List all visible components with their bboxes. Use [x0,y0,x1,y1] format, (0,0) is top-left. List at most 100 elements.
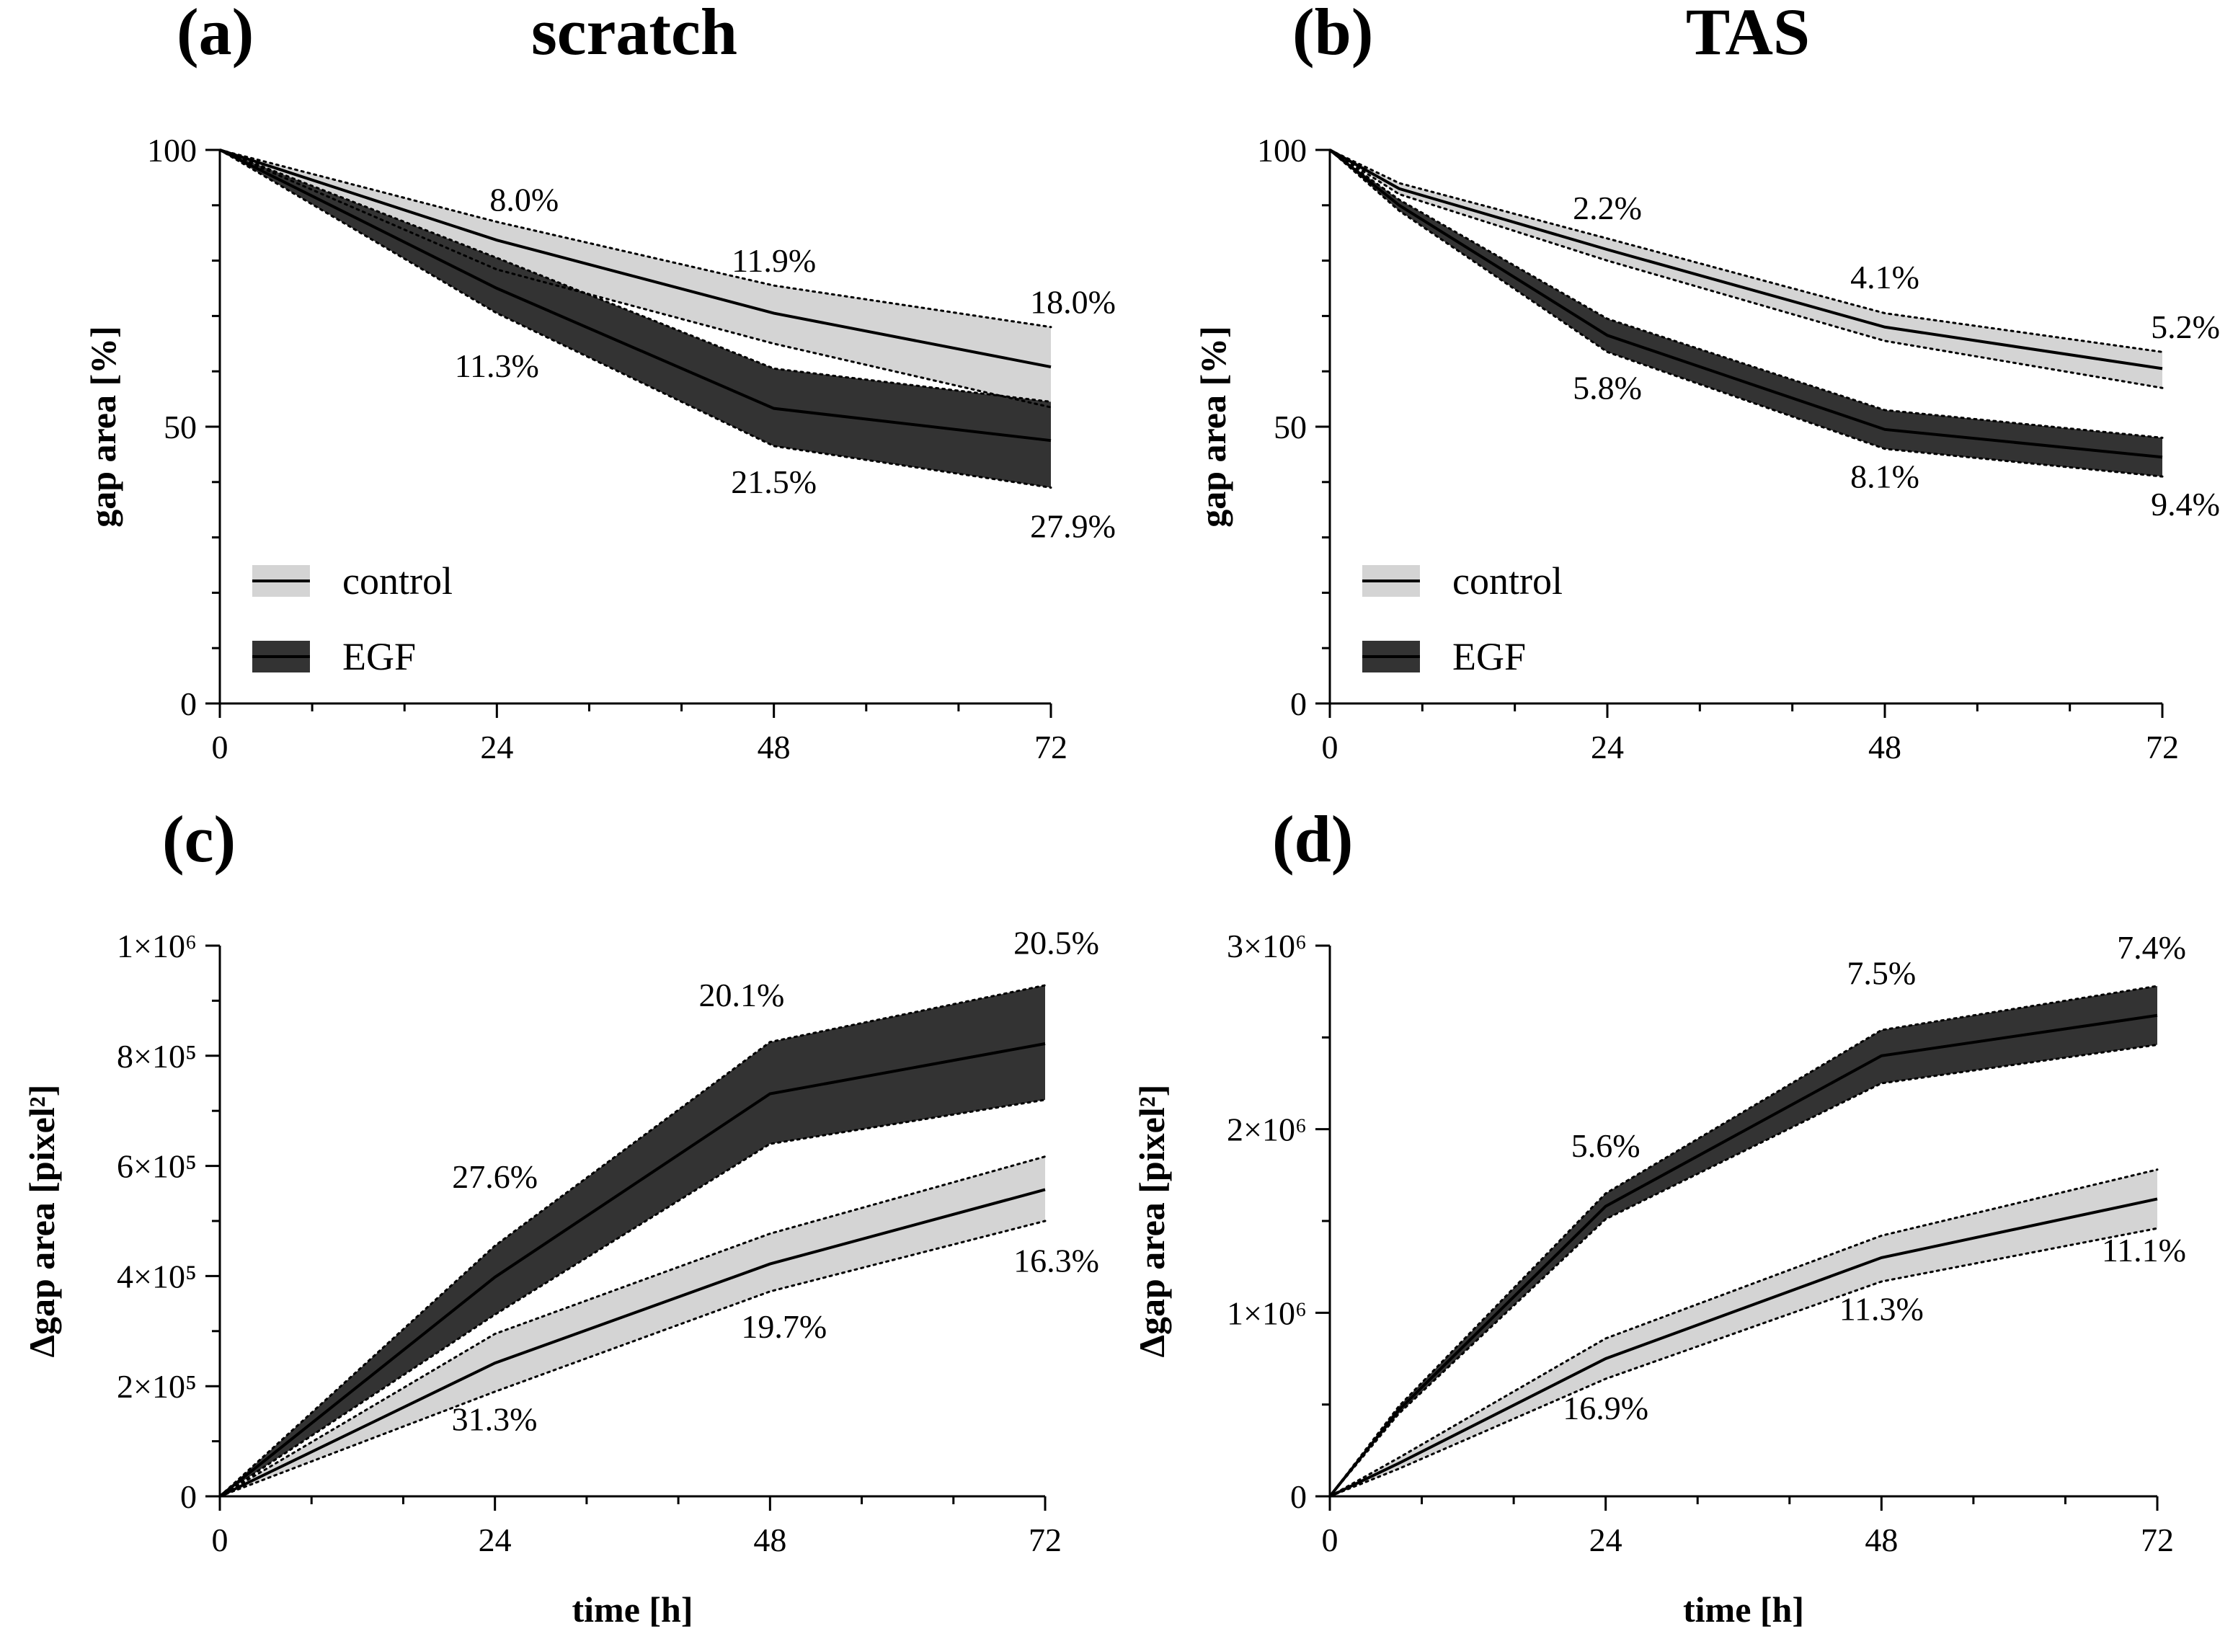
control-line [1329,1197,2158,1498]
x-axis-label: time [h] [1683,1589,1804,1630]
x-tick-label: 72 [1029,1522,1062,1558]
panel-label: (c) [162,802,236,876]
percent-annotation: 20.5% [1013,924,1099,961]
control-upper-bound [218,1155,1047,1498]
egf-upper-bound [1328,148,2164,439]
y-tick-label: 4×10⁵ [117,1258,197,1294]
egf-line [1328,148,2163,459]
panel-c: 0 24 48 72 0 2×10⁵ 4×10⁵ 6×10⁵ 8×10⁵ 1×10⁶ Δgap ar… [22,802,1099,1630]
percent-annotation: 8.1% [1850,458,1919,494]
y-axis-label: Δgap area [pixel²] [1132,1085,1172,1358]
y-tick-label: 6×10⁵ [117,1148,197,1185]
percent-annotation: 11.3% [455,347,539,384]
egf-lower-bound [218,148,1052,489]
y-tick-label: 50 [164,409,197,445]
percent-annotation: 31.3% [452,1400,538,1437]
percent-annotation: 11.3% [1839,1291,1924,1328]
egf-upper-bound [218,148,1052,403]
y-tick-label: 0 [1290,1478,1307,1515]
percent-annotation: 19.7% [741,1308,827,1345]
egf-line [1328,1013,2158,1498]
panel-label: (a) [177,0,254,68]
percent-annotation: 16.9% [1563,1390,1648,1426]
percent-annotation: 27.6% [452,1158,538,1195]
legend-label: control [342,559,453,603]
percent-annotation: 16.3% [1013,1242,1099,1279]
legend-label: EGF [342,635,416,678]
percent-annotation: 5.8% [1573,370,1642,407]
control-line [1329,148,2163,370]
control-upper-bound [218,148,1052,329]
y-axis-label: Δgap area [pixel²] [22,1085,62,1358]
egf-band [1330,986,2157,1496]
egf-line [219,148,1052,443]
x-tick-label: 72 [2146,729,2179,765]
x-tick-label: 24 [480,729,513,765]
y-tick-label: 8×10⁵ [117,1038,197,1075]
x-tick-label: 0 [212,729,228,765]
egf-lower-bound [218,1098,1047,1498]
panel-d: 0 24 48 72 0 1×10⁶ 2×10⁶ 3×10⁶ Δgap area [pixel²… [1132,802,2186,1630]
control-lower-bound [218,1220,1047,1498]
control-lower-bound [1328,1227,2159,1498]
x-tick-label: 72 [2141,1522,2174,1558]
x-tick-label: 0 [212,1522,228,1558]
control-line [219,148,1052,369]
percent-annotation: 7.4% [2117,929,2186,966]
y-tick-label: 100 [1257,132,1307,169]
percent-annotation: 5.6% [1571,1127,1640,1164]
legend-item-control: control [1362,559,1563,603]
legend-label: control [1452,559,1563,603]
y-tick-label: 0 [180,1478,197,1515]
control-lower-bound [218,148,1052,409]
percent-annotation: 18.0% [1030,284,1116,321]
control-band [220,1156,1045,1496]
panel-label: (d) [1272,802,1353,876]
x-tick-label: 24 [479,1522,512,1558]
egf-band [220,150,1051,488]
egf-band [1330,150,2162,477]
x-tick-label: 48 [1868,729,1901,765]
chart-title: scratch [531,0,737,68]
percent-annotation: 2.2% [1573,190,1642,226]
egf-band [220,985,1045,1496]
y-tick-label: 2×10⁶ [1227,1111,1307,1148]
percent-annotation: 11.9% [732,242,816,279]
y-tick-label: 1×10⁶ [1227,1294,1307,1331]
egf-line [218,1042,1046,1498]
control-band [220,150,1051,408]
control-line [219,1188,1046,1498]
percent-annotation: 11.1% [2102,1232,2186,1269]
legend-label: EGF [1452,635,1526,678]
panel-label: (b) [1292,0,1373,68]
control-upper-bound [1328,1168,2159,1498]
x-tick-label: 48 [753,1522,786,1558]
percent-annotation: 8.0% [489,181,559,218]
legend-item-egf: EGF [1362,635,1526,678]
x-tick-label: 0 [1322,1522,1338,1558]
control-lower-bound [1328,148,2164,389]
panel-b: 0 24 48 72 0 50 100 gap area [%] (b) TAS 2.2% 4.1% 5… [1193,0,2220,765]
percent-annotation: 5.2% [2151,308,2220,345]
y-tick-label: 0 [1290,685,1307,722]
y-tick-label: 0 [180,685,197,722]
panel-a: 0 24 48 72 0 50 100 gap area [%] (a) scratch 8.0% 1… [83,0,1116,765]
legend-item-control: control [252,559,453,603]
legend-item-egf: EGF [252,635,416,678]
egf-upper-bound [1328,985,2159,1498]
x-tick-label: 0 [1322,729,1338,765]
percent-annotation: 20.1% [699,977,785,1013]
percent-annotation: 9.4% [2151,486,2220,523]
egf-lower-bound [1328,1044,2159,1498]
x-tick-label: 24 [1589,1522,1622,1558]
percent-annotation: 27.9% [1030,508,1116,545]
x-axis-label: time [h] [572,1589,693,1630]
control-band [1330,150,2162,388]
y-tick-label: 3×10⁶ [1227,928,1307,964]
y-axis-label: gap area [%] [83,326,123,528]
x-tick-label: 72 [1034,729,1067,765]
percent-annotation: 7.5% [1847,954,1916,991]
y-tick-label: 1×10⁶ [117,928,197,964]
egf-lower-bound [1328,148,2164,478]
